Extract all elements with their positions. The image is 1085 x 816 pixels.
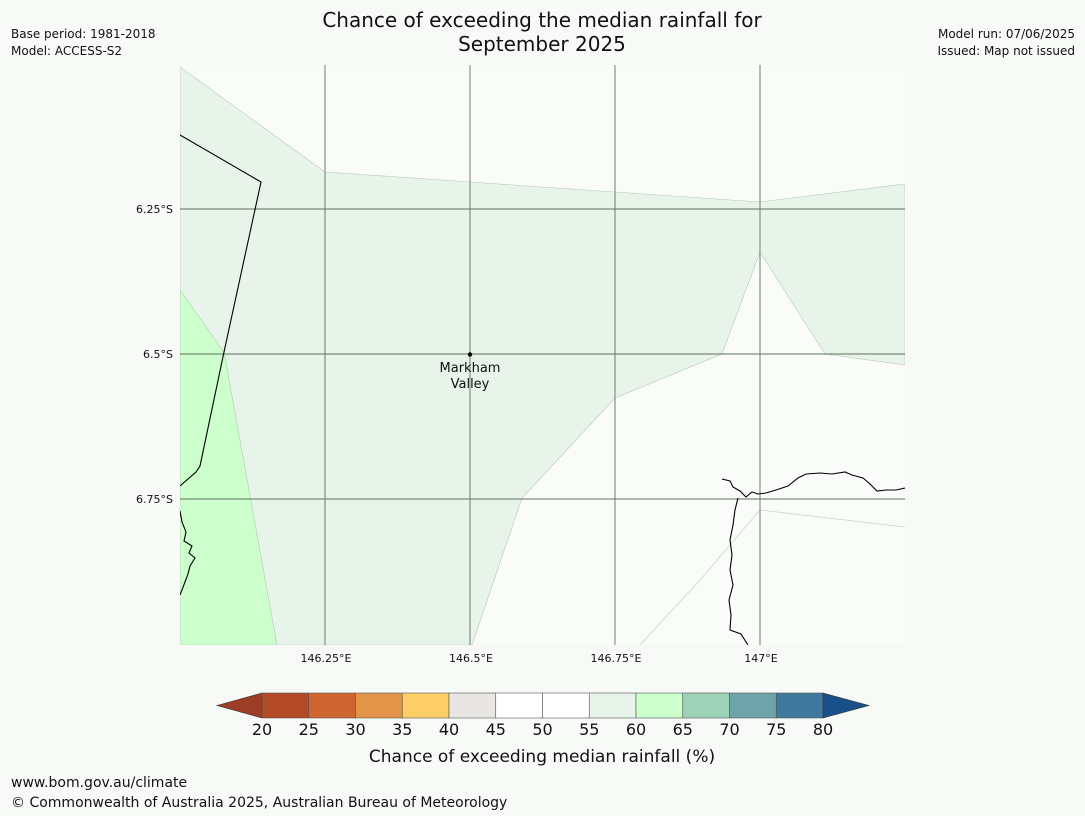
contour-line (639, 509, 761, 645)
colorbar-segment (588, 692, 637, 719)
place-marker (467, 352, 473, 357)
colorbar-tick-label: 45 (486, 720, 506, 739)
colorbar-tick-label: 55 (579, 720, 599, 739)
meta-left: Base period: 1981-2018 Model: ACCESS-S2 (11, 26, 156, 60)
border-line (180, 134, 262, 487)
footer-url: www.bom.gov.au/climate (11, 775, 188, 791)
colorbar-tick-label: 30 (345, 720, 365, 739)
colorbar-tick-label: 40 (439, 720, 459, 739)
colorbar-arrow-low (215, 692, 263, 719)
colorbar-tick-label: 25 (299, 720, 319, 739)
colorbar-segment (682, 692, 730, 719)
region-60-65 (180, 289, 278, 645)
colorbar-tick-label: 65 (673, 720, 693, 739)
model-name: Model: ACCESS-S2 (11, 44, 123, 58)
colorbar-tick-label: 35 (392, 720, 412, 739)
title-line-2: September 2025 (458, 32, 626, 56)
colorbar-segment (775, 692, 824, 719)
east-coastline (721, 471, 905, 498)
colorbar-segment (261, 692, 310, 719)
gridlines (180, 65, 905, 645)
lat-label: 6.5°S (143, 348, 173, 361)
colorbar-segment (729, 692, 777, 719)
lon-label: 146.5°E (449, 652, 493, 665)
colorbar-segment (355, 692, 403, 719)
title-line-1: Chance of exceeding the median rainfall … (322, 8, 762, 32)
lat-label: 6.75°S (136, 493, 173, 506)
colorbar-segment (495, 692, 543, 719)
lon-label: 146.25°E (301, 652, 352, 665)
lon-label: 146.75°E (591, 652, 642, 665)
colorbar-tick-label: 50 (532, 720, 552, 739)
lon-label: 147°E (744, 652, 777, 665)
issued-status: Issued: Map not issued (937, 44, 1075, 58)
model-run: Model run: 07/06/2025 (937, 27, 1075, 41)
colorbar-segment (308, 692, 356, 719)
lat-label: 6.25°S (136, 203, 173, 216)
colorbar-arrow-high (822, 692, 871, 719)
footer-copyright: © Commonwealth of Australia 2025, Austra… (11, 795, 508, 811)
colorbar-title: Chance of exceeding median rainfall (%) (369, 747, 715, 767)
west-coastline (180, 510, 196, 596)
colorbar-ticks: 20 25 30 35 40 45 50 55 60 65 70 75 80 (252, 720, 833, 739)
colorbar (215, 692, 871, 719)
map-title: Chance of exceeding the median rainfall … (242, 8, 842, 56)
colorbar-segment (448, 692, 497, 719)
colorbar-tick-label: 60 (626, 720, 646, 739)
contour-line (759, 509, 905, 528)
region-55-60 (180, 66, 905, 645)
colorbar-tick-label: 80 (813, 720, 833, 739)
colorbar-tick-label: 75 (766, 720, 786, 739)
colorbar-segment (542, 692, 590, 719)
place-label-line-2: Valley (451, 377, 490, 392)
colorbar-segment (401, 692, 450, 719)
colorbar-tick-label: 20 (252, 720, 272, 739)
colorbar-segment (635, 692, 684, 719)
rainfall-map: Markham Valley 6.25°S 6.5°S 6.75°S 146.2… (136, 65, 905, 665)
meta-right: Model run: 07/06/2025 Issued: Map not is… (937, 26, 1075, 60)
river (728, 497, 749, 645)
coastlines (180, 134, 905, 645)
colorbar-tick-label: 70 (719, 720, 739, 739)
base-period: Base period: 1981-2018 (11, 27, 156, 41)
place-label-line-1: Markham (440, 361, 501, 376)
map-area: Markham Valley (180, 65, 905, 645)
